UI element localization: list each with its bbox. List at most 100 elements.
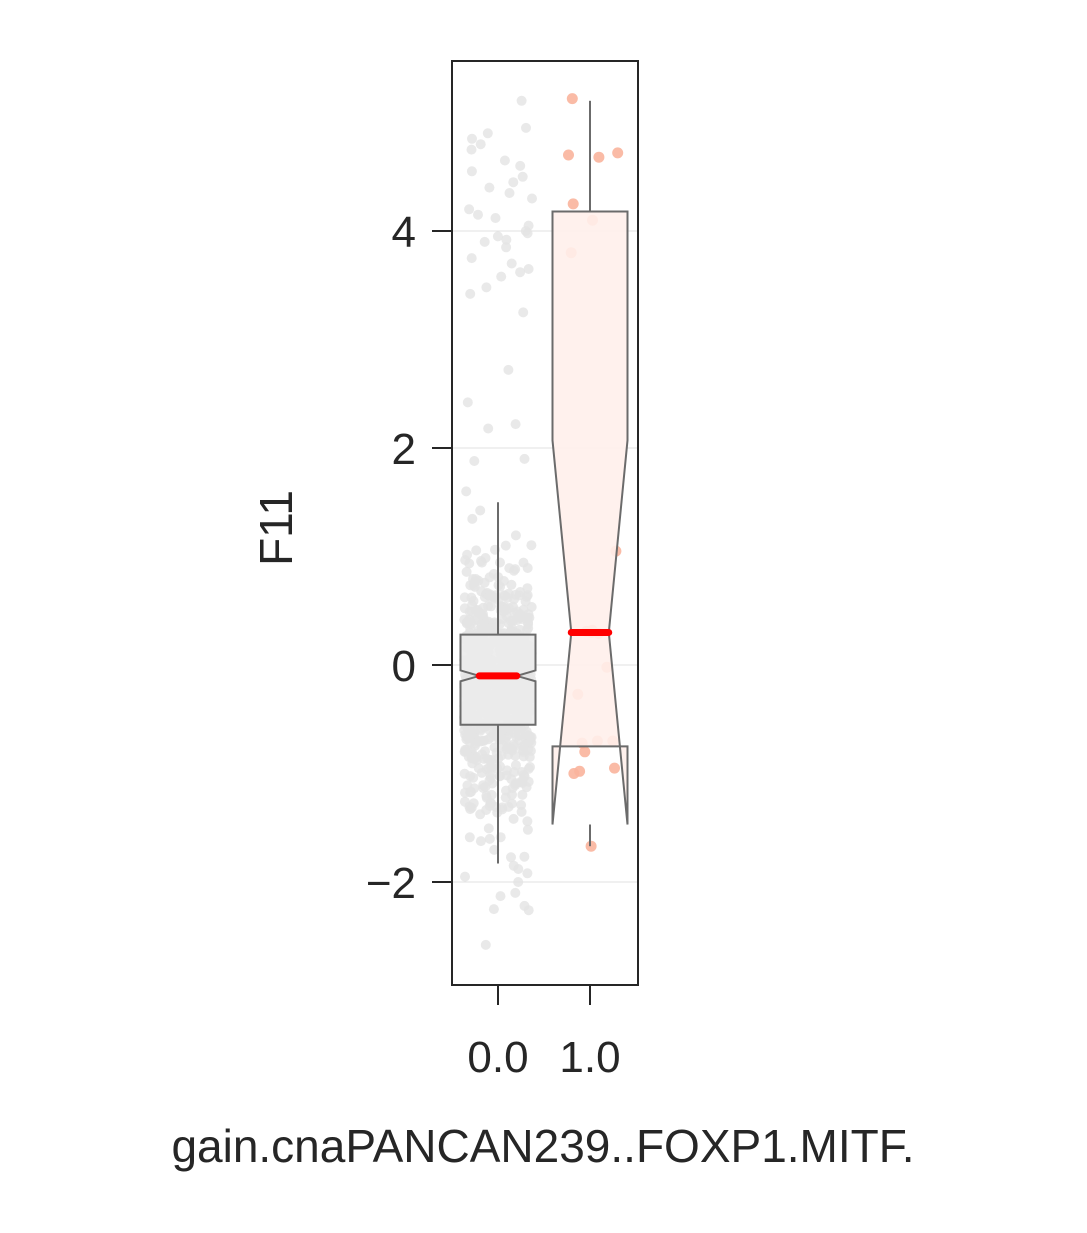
data-point	[462, 732, 473, 743]
plot-frame	[451, 60, 639, 986]
data-point	[460, 871, 470, 882]
data-point	[495, 761, 506, 772]
data-point	[461, 486, 472, 497]
data-point	[501, 242, 512, 253]
data-point	[459, 592, 470, 603]
data-point	[475, 836, 486, 847]
data-point	[464, 801, 475, 812]
data-point	[585, 840, 597, 852]
data-point	[477, 749, 487, 760]
data-point	[506, 258, 517, 269]
data-point	[517, 171, 528, 182]
data-point	[527, 193, 537, 204]
data-point	[460, 555, 471, 566]
data-point	[486, 789, 497, 800]
data-point	[466, 253, 477, 264]
data-point	[495, 557, 505, 568]
data-point	[483, 823, 494, 834]
data-point	[522, 868, 533, 879]
data-point	[504, 563, 515, 574]
data-point	[567, 198, 579, 210]
data-point	[486, 798, 497, 809]
data-point	[513, 877, 524, 887]
data-point	[517, 789, 528, 800]
x-axis-label: gain.cnaPANCAN239..FOXP1.MITF.	[171, 1120, 914, 1172]
x-tick-label: 1.0	[559, 1033, 620, 1082]
data-point	[510, 530, 521, 541]
data-point	[460, 787, 470, 798]
data-point	[525, 745, 536, 756]
data-point	[475, 139, 486, 150]
data-point	[466, 166, 477, 177]
data-point	[481, 282, 492, 293]
data-point	[609, 762, 620, 774]
data-point	[526, 732, 537, 743]
data-point	[518, 741, 529, 752]
data-point	[503, 364, 514, 375]
data-point	[480, 939, 491, 950]
data-point	[522, 816, 533, 827]
data-point	[519, 453, 530, 464]
box	[459, 633, 537, 726]
data-point	[521, 122, 531, 133]
data-point	[464, 606, 475, 617]
data-point	[462, 397, 473, 408]
data-point	[484, 591, 495, 602]
data-point	[515, 612, 526, 623]
data-point	[513, 864, 524, 874]
data-point	[487, 778, 498, 789]
data-point	[516, 767, 527, 777]
data-point	[514, 624, 525, 635]
data-point	[476, 586, 487, 597]
data-point	[516, 806, 527, 817]
data-point	[507, 798, 517, 809]
data-point	[459, 746, 470, 757]
data-point	[525, 762, 535, 772]
data-point	[478, 783, 489, 794]
data-point	[479, 236, 490, 247]
data-point	[502, 742, 513, 753]
data-point	[474, 607, 485, 618]
data-point	[501, 604, 511, 615]
data-point	[510, 887, 521, 898]
data-point	[516, 95, 527, 106]
data-point	[467, 133, 477, 144]
data-point	[483, 423, 494, 434]
data-point	[502, 592, 513, 603]
data-point	[467, 513, 478, 524]
data-point	[461, 566, 472, 577]
data-point	[486, 601, 496, 612]
data-point	[510, 750, 521, 761]
data-point	[506, 852, 516, 863]
data-point	[471, 545, 482, 556]
data-point	[484, 572, 495, 583]
data-point	[504, 188, 515, 198]
data-point	[492, 231, 503, 242]
data-point	[523, 905, 534, 916]
data-point	[515, 160, 526, 171]
data-point	[489, 742, 500, 753]
data-point	[506, 579, 517, 590]
data-point	[496, 271, 507, 282]
y-axis-label: F11	[250, 490, 302, 566]
data-point	[579, 746, 591, 758]
y-axis: −2 0 2 4	[366, 208, 452, 908]
data-point	[490, 213, 501, 223]
data-point	[566, 93, 578, 105]
data-point	[523, 617, 533, 628]
data-point	[518, 307, 529, 318]
data-point	[489, 844, 500, 855]
data-point	[475, 505, 486, 516]
data-point	[612, 147, 624, 159]
data-point	[508, 177, 519, 188]
data-point	[473, 763, 484, 774]
data-point	[476, 556, 486, 566]
data-point	[506, 774, 517, 785]
data-point	[522, 824, 533, 835]
data-point	[495, 891, 506, 902]
data-point	[519, 851, 530, 862]
data-point	[468, 574, 478, 584]
data-point	[510, 419, 521, 430]
data-point	[465, 771, 476, 782]
x-tick-label: 0.0	[467, 1033, 528, 1082]
